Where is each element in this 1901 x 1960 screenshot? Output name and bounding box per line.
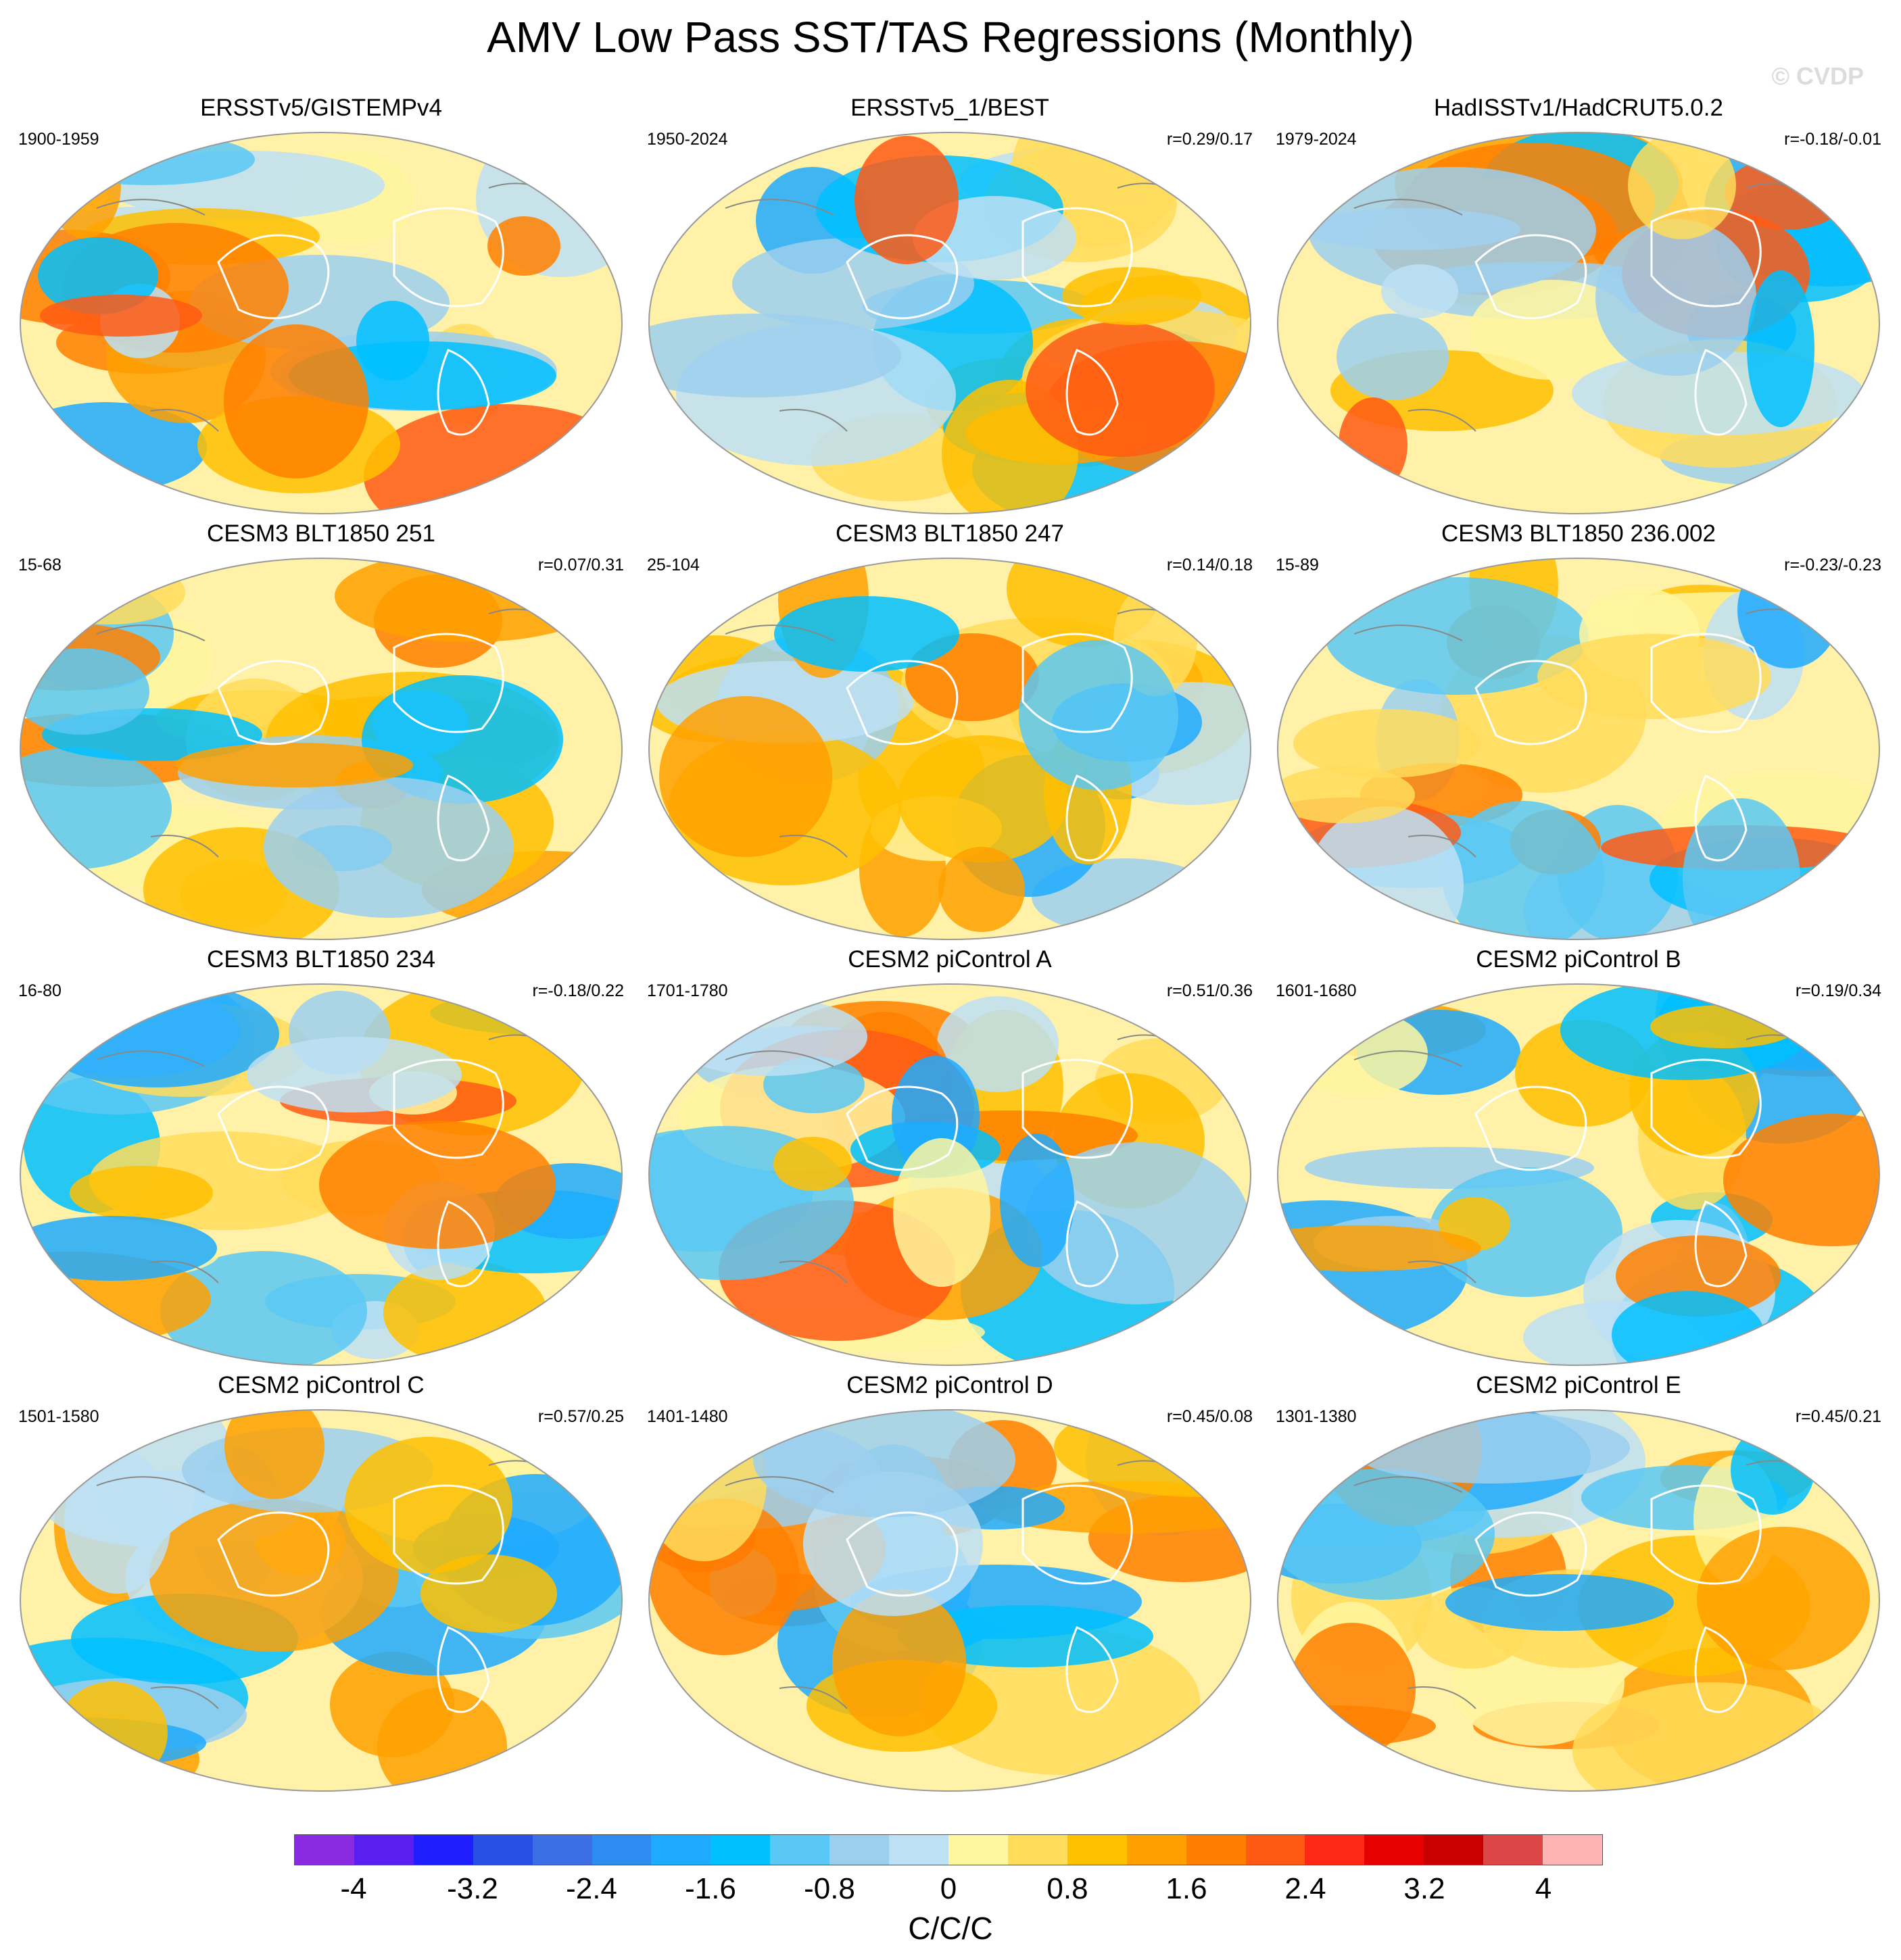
- map-panel: HadISSTv1/HadCRUT5.0.2 1979-2024 r=-0.18…: [1268, 95, 1890, 520]
- globe-map: [648, 1409, 1251, 1792]
- globe-map: [1277, 132, 1880, 514]
- map-panel: CESM2 piControl D 1401-1480 r=0.45/0.08: [639, 1372, 1261, 1798]
- colorbar-swatch: [1126, 1835, 1186, 1865]
- panel-correlation: r=0.19/0.34: [1795, 981, 1881, 1000]
- colorbar-swatch: [711, 1835, 771, 1865]
- colorbar-tick-label: 4: [1535, 1872, 1552, 1905]
- panel-title: CESM3 BLT1850 236.002: [1441, 520, 1716, 547]
- map-panel: CESM2 piControl E 1301-1380 r=0.45/0.21: [1268, 1372, 1890, 1798]
- colorbar-swatch: [592, 1835, 652, 1865]
- panel-title: CESM2 piControl E: [1476, 1372, 1681, 1398]
- panel-period: 16-80: [18, 981, 62, 1000]
- colorbar-swatch: [889, 1835, 948, 1865]
- map-panel: CESM2 piControl B 1601-1680 r=0.19/0.34: [1268, 946, 1890, 1372]
- colorbar-tick-label: -0.8: [804, 1872, 855, 1905]
- panel-period: 1950-2024: [647, 130, 728, 149]
- panel-period: 1401-1480: [647, 1407, 728, 1426]
- panel-correlation: r=0.14/0.18: [1166, 556, 1253, 574]
- panel-correlation: r=0.07/0.31: [537, 556, 624, 574]
- map-panel: ERSSTv5/GISTEMPv4 1900-1959: [10, 95, 632, 520]
- figure-title: AMV Low Pass SST/TAS Regressions (Monthl…: [487, 13, 1414, 62]
- panel-correlation: r=-0.23/-0.23: [1784, 556, 1881, 574]
- colorbar-swatch: [1007, 1835, 1067, 1865]
- globe-map: [648, 132, 1251, 514]
- panel-period: 15-89: [1276, 556, 1319, 574]
- colorbar-swatch: [473, 1835, 533, 1865]
- panel-title: CESM2 piControl B: [1476, 946, 1681, 973]
- panel-correlation: r=0.29/0.17: [1166, 130, 1253, 149]
- panel-title: ERSSTv5/GISTEMPv4: [200, 95, 442, 121]
- colorbar-swatch: [1186, 1835, 1246, 1865]
- colorbar-swatch: [413, 1835, 473, 1865]
- panel-title: CESM3 BLT1850 247: [836, 520, 1064, 547]
- colorbar-swatch: [770, 1835, 830, 1865]
- colorbar-swatch: [1305, 1835, 1365, 1865]
- map-panel: CESM3 BLT1850 234 16-80 r=-0.18/0.22: [10, 946, 632, 1372]
- panel-title: CESM3 BLT1850 234: [207, 946, 435, 973]
- colorbar-swatch: [1364, 1835, 1424, 1865]
- colorbar-units: C/C/C: [908, 1911, 993, 1946]
- colorbar-tick-label: -4: [340, 1872, 367, 1905]
- panel-title: HadISSTv1/HadCRUT5.0.2: [1434, 95, 1723, 121]
- panel-period: 1979-2024: [1276, 130, 1357, 149]
- map-panel: ERSSTv5_1/BEST 1950-2024 r=0.29/0.17: [639, 95, 1261, 520]
- watermark: © CVDP: [1771, 62, 1864, 90]
- panel-title: CESM2 piControl C: [218, 1372, 425, 1398]
- panel-correlation: r=0.57/0.25: [537, 1407, 624, 1426]
- panel-title: CESM2 piControl A: [848, 946, 1052, 973]
- colorbar-tick-label: 0.8: [1046, 1872, 1088, 1905]
- colorbar-swatch: [295, 1835, 354, 1865]
- panel-period: 1301-1380: [1276, 1407, 1357, 1426]
- colorbar-swatch: [1543, 1835, 1602, 1865]
- panel-title: CESM3 BLT1850 251: [207, 520, 435, 547]
- globe-map: [20, 132, 623, 514]
- colorbar-tick-label: 0: [940, 1872, 957, 1905]
- panel-title: CESM2 piControl D: [846, 1372, 1053, 1398]
- map-panel: CESM3 BLT1850 236.002 15-89 r=-0.23/-0.2…: [1268, 520, 1890, 946]
- panel-period: 1900-1959: [18, 130, 99, 149]
- colorbar-swatch: [1067, 1835, 1127, 1865]
- panel-period: 1701-1780: [647, 981, 728, 1000]
- globe-map: [1277, 558, 1880, 940]
- panel-correlation: r=0.45/0.08: [1166, 1407, 1253, 1426]
- panel-period: 25-104: [647, 556, 700, 574]
- globe-map: [1277, 983, 1880, 1366]
- panel-correlation: r=-0.18/-0.01: [1784, 130, 1881, 149]
- colorbar-tick-label: -2.4: [566, 1872, 617, 1905]
- colorbar-tick-label: 2.4: [1284, 1872, 1326, 1905]
- colorbar-swatch: [354, 1835, 414, 1865]
- colorbar: [294, 1834, 1603, 1865]
- colorbar-swatch: [651, 1835, 711, 1865]
- panel-title: ERSSTv5_1/BEST: [850, 95, 1049, 121]
- colorbar-tick-label: 1.6: [1165, 1872, 1207, 1905]
- colorbar-tick-label: -3.2: [447, 1872, 498, 1905]
- colorbar-swatch: [1424, 1835, 1484, 1865]
- globe-map: [20, 558, 623, 940]
- panel-period: 15-68: [18, 556, 62, 574]
- colorbar-ticks: -4 -3.2 -2.4 -1.6 -0.8 0 0.8 1.6 2.4 3.2 4: [294, 1872, 1603, 1913]
- colorbar-swatch: [532, 1835, 592, 1865]
- map-panel: CESM3 BLT1850 247 25-104 r=0.14/0.18: [639, 520, 1261, 946]
- map-panel: CESM2 piControl A 1701-1780 r=0.51/0.36: [639, 946, 1261, 1372]
- globe-map: [20, 983, 623, 1366]
- colorbar-swatch: [1245, 1835, 1305, 1865]
- globe-map: [648, 983, 1251, 1366]
- colorbar-swatch: [948, 1835, 1008, 1865]
- map-panel: CESM3 BLT1850 251 15-68 r=0.07/0.31: [10, 520, 632, 946]
- globe-map: [20, 1409, 623, 1792]
- colorbar-tick-label: -1.6: [685, 1872, 736, 1905]
- panel-period: 1601-1680: [1276, 981, 1357, 1000]
- panel-correlation: r=0.45/0.21: [1795, 1407, 1881, 1426]
- panel-period: 1501-1580: [18, 1407, 99, 1426]
- globe-map: [1277, 1409, 1880, 1792]
- panel-correlation: r=-0.18/0.22: [532, 981, 624, 1000]
- colorbar-swatch: [1483, 1835, 1543, 1865]
- map-panel: CESM2 piControl C 1501-1580 r=0.57/0.25: [10, 1372, 632, 1798]
- globe-map: [648, 558, 1251, 940]
- panel-correlation: r=0.51/0.36: [1166, 981, 1253, 1000]
- colorbar-tick-label: 3.2: [1403, 1872, 1445, 1905]
- colorbar-swatch: [829, 1835, 890, 1865]
